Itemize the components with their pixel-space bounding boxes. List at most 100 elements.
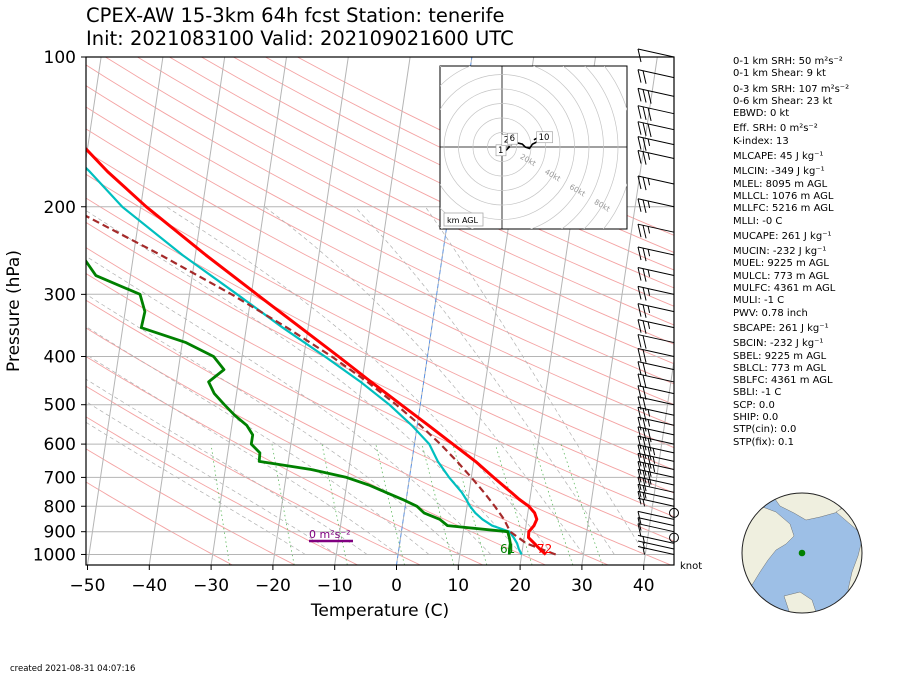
stat-line: MLLFC: 5216 m AGL [733, 203, 834, 215]
dry-adiabat [233, 57, 674, 271]
stat-line: SHIP: 0.0 [733, 412, 779, 424]
south-america-landmass [783, 591, 817, 613]
chart-title: CPEX-AW 15-3km 64h fcst Station: tenerif… [86, 4, 514, 50]
dry-adiabat [86, 273, 672, 565]
moist-adiabat [86, 210, 522, 555]
wind-barb [637, 406, 675, 422]
wind-barb [637, 48, 675, 63]
y-tick-label: 200 [44, 198, 76, 218]
hodograph-ring [443, 88, 561, 206]
stat-line: MUCAPE: 261 J kg⁻¹ [733, 230, 832, 242]
moist-adiabat [264, 206, 584, 555]
hodograph-legend: km AGL [447, 216, 479, 225]
wind-barb [637, 303, 675, 318]
stat-line: 0-3 km SRH: 107 m²s⁻² [733, 83, 850, 95]
wind-barb [637, 373, 675, 389]
dry-adiabat [86, 106, 674, 406]
isotherm [87, 57, 164, 565]
mixing-ratio-line [421, 444, 455, 565]
x-tick-label: 10 [447, 576, 469, 596]
dry-adiabat [86, 150, 674, 449]
mixing-ratio-line [452, 443, 488, 565]
stat-line: 0-1 km SRH: 50 m²s⁻² [733, 56, 843, 67]
surface-temperature-label: 72 [537, 542, 552, 556]
hodograph-ring [583, 66, 619, 229]
temperature-profile [86, 146, 547, 556]
x-axis-label: Temperature (C) [310, 601, 449, 621]
moist-adiabat [86, 421, 306, 555]
stat-line: 0-1 km Shear: 9 kt [733, 68, 826, 80]
x-tick-label: −40 [131, 576, 167, 596]
wind-barb [669, 507, 679, 518]
isotherm [210, 57, 287, 565]
stat-line: MLLI: -0 C [733, 215, 783, 227]
stat-line: SBCAPE: 261 J kg⁻¹ [733, 322, 829, 334]
wind-barb [637, 468, 675, 485]
wind-barb [637, 87, 675, 104]
stat-line: MLCIN: -349 J kg⁻¹ [733, 166, 825, 178]
wind-barb [637, 426, 675, 443]
stat-line: SBLCL: 773 m AGL [733, 362, 827, 374]
stats-panel: 0-1 km SRH: 50 m²s⁻² 0-1 km Shear: 9 kt 0-… [733, 56, 849, 449]
stat-line: MUEL: 9225 m AGL [733, 258, 829, 270]
svg-text:10: 10 [539, 133, 550, 143]
stat-line: MULCL: 773 m AGL [733, 270, 829, 282]
stat-line: EBWD: 0 kt [733, 108, 790, 120]
stat-line: MUCIN: -232 J kg⁻¹ [733, 246, 827, 258]
isotherm [334, 57, 411, 565]
wind-barb [637, 136, 675, 151]
stat-line: MLEL: 8095 m AGL [733, 178, 828, 190]
x-tick-label: 20 [509, 576, 531, 596]
isotherm [148, 57, 226, 565]
wind-barb [637, 121, 675, 138]
isotherm [272, 57, 349, 565]
y-axis-label: Pressure (hPa) [4, 250, 24, 372]
wind-barb [637, 319, 675, 334]
y-tick-label: 700 [44, 468, 76, 488]
wind-barb [637, 334, 675, 349]
y-tick-label: 300 [44, 285, 76, 305]
dry-adiabat [86, 247, 674, 542]
hodograph-legend-box [443, 212, 484, 227]
moist-adiabat [166, 206, 553, 555]
title-line-2: Init: 2021083100 Valid: 202109021600 UTC [86, 27, 514, 50]
created-timestamp: created 2021-08-31 04:07:16 [10, 664, 136, 674]
mixing-ratio-line [560, 443, 603, 565]
dry-adiabat [86, 327, 546, 565]
wind-barb [637, 198, 675, 213]
dewpoint-profile [86, 258, 512, 555]
wind-barb [637, 150, 675, 165]
wind-barb [637, 396, 675, 411]
title-line-1: CPEX-AW 15-3km 64h fcst Station: tenerif… [86, 4, 505, 27]
wind-barb [637, 534, 675, 544]
stat-line: STP(cin): 0.0 [733, 424, 797, 436]
stat-line: SBCIN: -232 J kg⁻¹ [733, 338, 824, 350]
isotherm [643, 357, 674, 565]
x-tick-label: 30 [571, 576, 593, 596]
moist-adiabat [425, 206, 646, 555]
dry-adiabat [86, 173, 674, 471]
wind-barbs [637, 48, 679, 565]
surface-dewpoint-label: 61 [500, 542, 515, 556]
dry-adiabat [86, 64, 674, 365]
stat-line: SBEL: 9225 m AGL [733, 350, 827, 362]
hodograph-km-label: 10 [536, 131, 553, 144]
wind-barb [637, 385, 675, 400]
wind-barb [637, 490, 675, 505]
hodograph-km-label: 6 [507, 132, 518, 145]
hodograph-ring [440, 66, 604, 229]
dry-adiabat [86, 416, 358, 565]
x-tick-label: 0 [391, 576, 402, 596]
dry-adiabat [86, 299, 609, 565]
dry-adiabat [86, 356, 484, 565]
dry-adiabat [201, 57, 674, 289]
dry-adiabat [86, 221, 674, 518]
wind-barb [637, 517, 675, 531]
wind-barb [637, 444, 675, 461]
stat-line: MULFC: 4361 m AGL [733, 283, 836, 295]
svg-text:1: 1 [498, 146, 503, 156]
isotherm [581, 57, 658, 565]
wind-barb [637, 246, 675, 262]
parcel-profile [86, 214, 557, 556]
wind-barb [637, 476, 675, 492]
